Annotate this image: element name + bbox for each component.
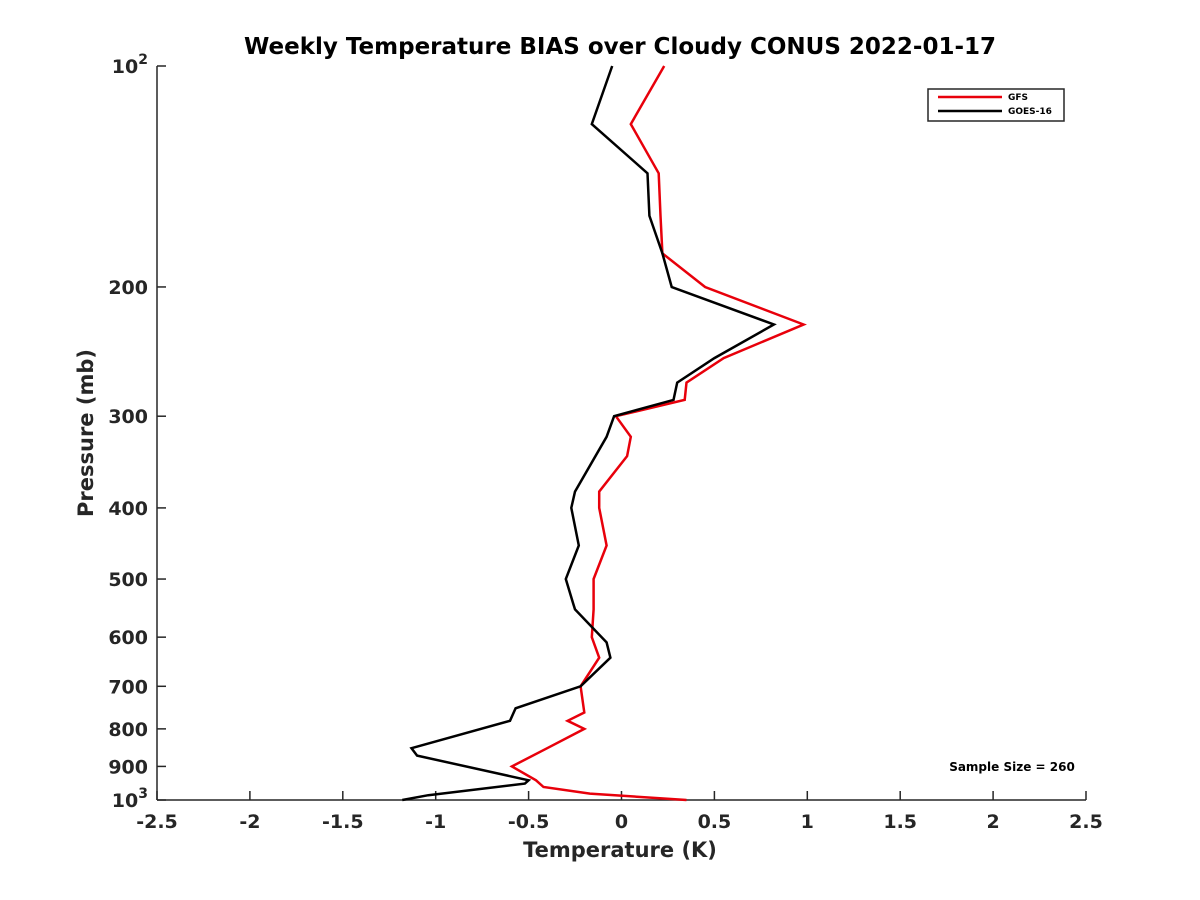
- legend-label: GFS: [1008, 93, 1028, 103]
- series-line-gfs: [509, 65, 807, 802]
- x-tick-label: 2: [986, 811, 999, 833]
- sample-size-annotation: Sample Size = 260: [949, 760, 1075, 774]
- x-axis-label: Temperature (K): [523, 838, 717, 862]
- legend-box: [927, 88, 1065, 122]
- x-tick-label: -0.5: [508, 811, 550, 833]
- chart-title: Weekly Temperature BIAS over Cloudy CONU…: [244, 34, 996, 60]
- x-tick-label: -2.5: [136, 811, 178, 833]
- x-tick-label: 1: [801, 811, 814, 833]
- x-tick-label: 2.5: [1069, 811, 1103, 833]
- y-tick-label: 103: [112, 786, 148, 812]
- x-tick-label: -2: [239, 811, 260, 833]
- x-tick-label: 0.5: [698, 811, 732, 833]
- x-tick-label: 1.5: [883, 811, 917, 833]
- plot-area: -2.5 -2 -1.5 -1 -0.5 0 0.5 1 1.5 2 2.5102200300400…: [108, 52, 1103, 833]
- y-tick-label-base: 500: [108, 569, 148, 591]
- y-tick-label: 600: [108, 627, 148, 649]
- y-tick-label: 800: [108, 719, 148, 741]
- legend-label: GOES-16: [1008, 107, 1052, 117]
- y-tick-label: 700: [108, 676, 148, 698]
- y-tick-label-exponent: 3: [138, 786, 148, 802]
- y-axis-label: Pressure (mb): [74, 349, 98, 517]
- y-tick-label-base: 700: [108, 676, 148, 698]
- y-tick-label-base: 600: [108, 627, 148, 649]
- y-tick-label: 200: [108, 277, 148, 299]
- y-tick-label: 400: [108, 498, 148, 520]
- y-tick-label: 900: [108, 756, 148, 778]
- y-tick-label-exponent: 2: [138, 52, 148, 68]
- y-tick-label: 500: [108, 569, 148, 591]
- y-tick-label-base: 800: [108, 719, 148, 741]
- x-tick-label: -1: [425, 811, 446, 833]
- y-tick-label-base: 10: [112, 790, 138, 812]
- y-tick-label: 300: [108, 406, 148, 428]
- series-line-goes-16: [402, 65, 777, 802]
- y-tick-label-base: 400: [108, 498, 148, 520]
- y-tick-label-base: 300: [108, 406, 148, 428]
- y-tick-label: 102: [112, 52, 148, 78]
- y-tick-label-base: 10: [112, 56, 138, 78]
- y-tick-label-base: 900: [108, 756, 148, 778]
- x-tick-label: 0: [615, 811, 628, 833]
- y-tick-label-base: 200: [108, 277, 148, 299]
- x-tick-label: -1.5: [322, 811, 364, 833]
- legend: GFS GOES-16: [927, 88, 1065, 122]
